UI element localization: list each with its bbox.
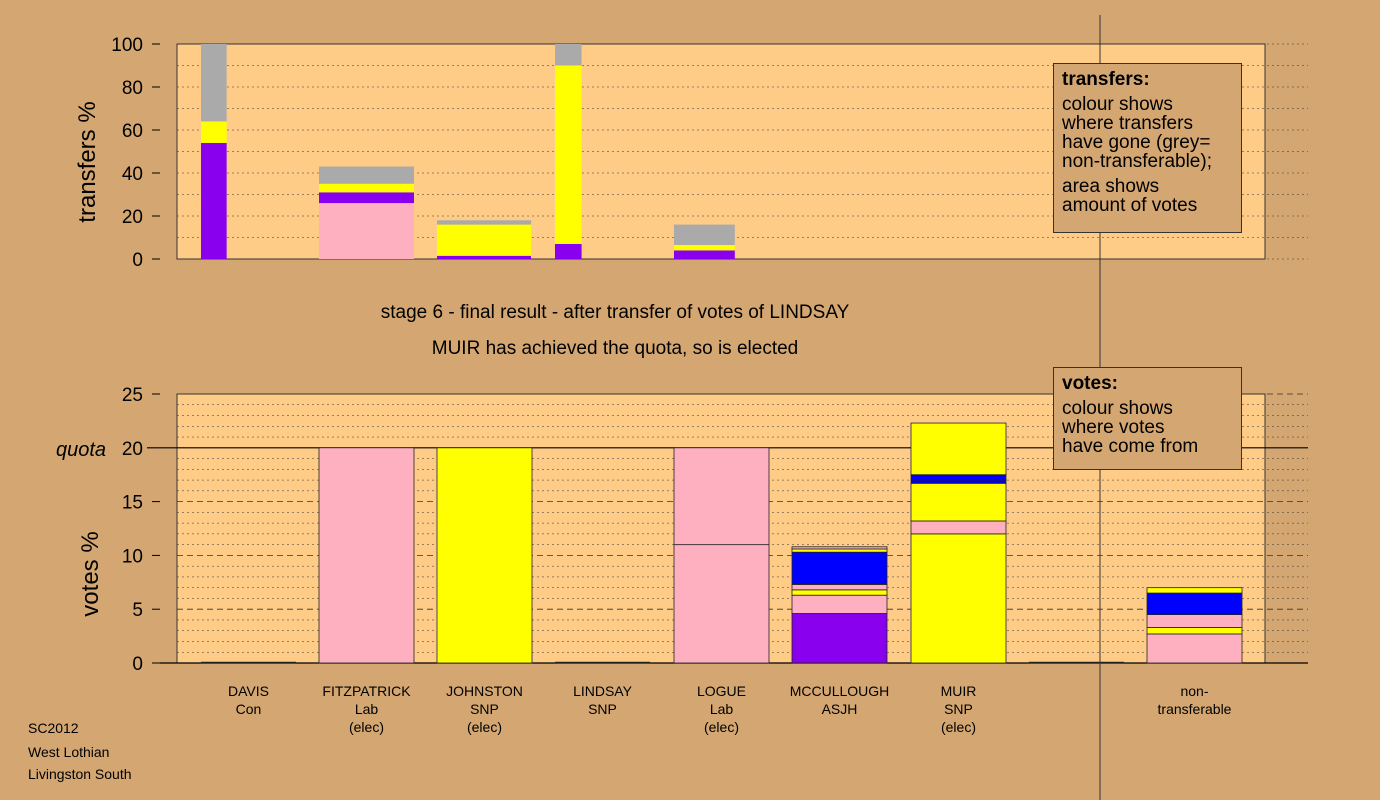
transfers-bar-segment — [437, 224, 532, 256]
candidate-label: SNP — [470, 701, 499, 717]
non-transferable-segment — [1146, 627, 1243, 635]
footer-council: West Lothian — [28, 744, 110, 760]
candidate-label: Lab — [355, 701, 379, 717]
transfers-legend-line: amount of votes — [1062, 195, 1198, 216]
transfers-bar-segment — [201, 44, 227, 122]
transfers-bar-segment — [555, 44, 582, 66]
candidate-label: SNP — [944, 701, 973, 717]
transfers-bar-segment — [201, 121, 227, 143]
votes-bars — [201, 422, 1243, 664]
non-transferable-segment — [1146, 614, 1243, 628]
votes-y-tick-label: 10 — [122, 546, 143, 567]
transfers-bar-segment — [319, 203, 414, 259]
quota-label: quota — [56, 439, 106, 461]
votes-y-tick-label: 5 — [132, 600, 143, 621]
votes-legend-title: votes: — [1062, 373, 1118, 394]
votes-y-ticks: 0 5 10 15 20 25 — [122, 385, 160, 675]
candidate-label: LOGUE — [697, 683, 746, 699]
transfers-legend-line: non-transferable); — [1062, 151, 1212, 172]
candidate-label: (elec) — [467, 719, 502, 735]
transfers-bar-segment — [555, 243, 582, 259]
transfers-bar-segment — [201, 142, 227, 259]
transfers-bar-segment — [319, 183, 414, 193]
non-transferable-label: transferable — [1158, 701, 1232, 717]
votes-x-labels: DAVIS Con FITZPATRICK Lab (elec) JOHNSTON SNP (… — [228, 683, 1232, 735]
vote-bar-segment — [910, 482, 1007, 522]
candidate-label: (elec) — [349, 719, 384, 735]
vote-bar-segment — [673, 447, 770, 546]
vote-bar-segment — [910, 474, 1007, 481]
vote-bar-segment — [910, 533, 1007, 664]
transfers-y-axis-label: transfers % — [74, 101, 101, 222]
non-transferable-segment — [1146, 633, 1243, 664]
transfers-y-tick-label: 80 — [122, 78, 143, 99]
candidate-label: SNP — [588, 701, 617, 717]
non-transferable-segment — [1146, 592, 1243, 615]
vote-bar-segment — [318, 447, 415, 664]
transfers-y-tick-label: 20 — [122, 207, 143, 228]
transfers-legend-line: area shows — [1062, 176, 1160, 197]
candidate-label: (elec) — [704, 719, 739, 735]
non-transferable-label: non- — [1180, 683, 1208, 699]
vote-bar-segment — [791, 613, 888, 664]
candidate-label: JOHNSTON — [446, 683, 523, 699]
transfers-bars — [201, 44, 735, 259]
vote-bar-segment — [436, 447, 533, 664]
transfers-bar-segment — [319, 166, 414, 184]
candidate-label: MCCULLOUGH — [790, 683, 890, 699]
transfers-legend-line: colour shows — [1062, 94, 1173, 115]
vote-bar-segment — [910, 520, 1007, 535]
stage-caption: stage 6 - final result - after transfer … — [381, 302, 850, 323]
candidate-label: Con — [236, 701, 262, 717]
vote-bar-segment — [791, 546, 888, 550]
vote-bar-segment — [791, 551, 888, 585]
transfers-legend-line: have gone (grey= — [1062, 132, 1211, 153]
candidate-label: LINDSAY — [573, 683, 633, 699]
candidate-label: Lab — [710, 701, 734, 717]
transfers-y-tick-label: 40 — [122, 164, 143, 185]
transfers-bar-segment — [437, 220, 532, 225]
vote-bar-segment — [910, 479, 1007, 484]
transfers-bar-segment — [674, 250, 735, 259]
transfers-y-ticks: 0 20 40 60 80 100 — [111, 35, 160, 271]
votes-legend: votes: colour shows where votes have com… — [1053, 367, 1242, 470]
transfers-gridlines — [177, 43, 1308, 260]
transfers-bar-segment — [674, 245, 735, 251]
transfers-bar-segment — [674, 224, 735, 246]
transfers-bar-segment — [555, 65, 582, 244]
transfers-bar-segment — [319, 192, 414, 204]
votes-y-tick-label: 15 — [122, 493, 143, 514]
elected-caption: MUIR has achieved the quota, so is elect… — [432, 338, 798, 359]
votes-y-tick-label: 20 — [122, 439, 143, 460]
candidate-label: ASJH — [822, 701, 858, 717]
footer-election: SC2012 — [28, 720, 79, 736]
votes-y-axis-label: votes % — [77, 531, 104, 616]
footer-ward: Livingston South — [28, 766, 132, 782]
votes-legend-line: where votes — [1062, 417, 1165, 438]
votes-legend-line: have come from — [1062, 436, 1199, 457]
vote-bar-segment — [791, 594, 888, 614]
votes-legend-line: colour shows — [1062, 398, 1173, 419]
candidate-label: FITZPATRICK — [322, 683, 411, 699]
transfers-y-tick-label: 60 — [122, 121, 143, 142]
transfers-y-tick-label: 100 — [111, 35, 143, 56]
candidate-label: (elec) — [941, 719, 976, 735]
votes-y-tick-label: 0 — [132, 654, 143, 675]
transfers-y-tick-label: 0 — [132, 250, 143, 271]
transfers-bar-segment — [437, 255, 532, 259]
transfers-legend-line: where transfers — [1062, 113, 1193, 134]
candidate-label: MUIR — [941, 683, 977, 699]
transfers-legend-title: transfers: — [1062, 69, 1150, 90]
candidate-label: DAVIS — [228, 683, 269, 699]
vote-bar-segment — [791, 584, 888, 591]
non-transferable-segment — [1146, 587, 1243, 594]
vote-bar-segment — [791, 548, 888, 553]
vote-bar-segment — [791, 589, 888, 596]
vote-bar-segment — [910, 422, 1007, 476]
votes-y-tick-label: 25 — [122, 385, 143, 406]
transfers-legend: transfers: colour shows where transfers … — [1053, 63, 1242, 233]
vote-bar-segment — [673, 544, 770, 664]
